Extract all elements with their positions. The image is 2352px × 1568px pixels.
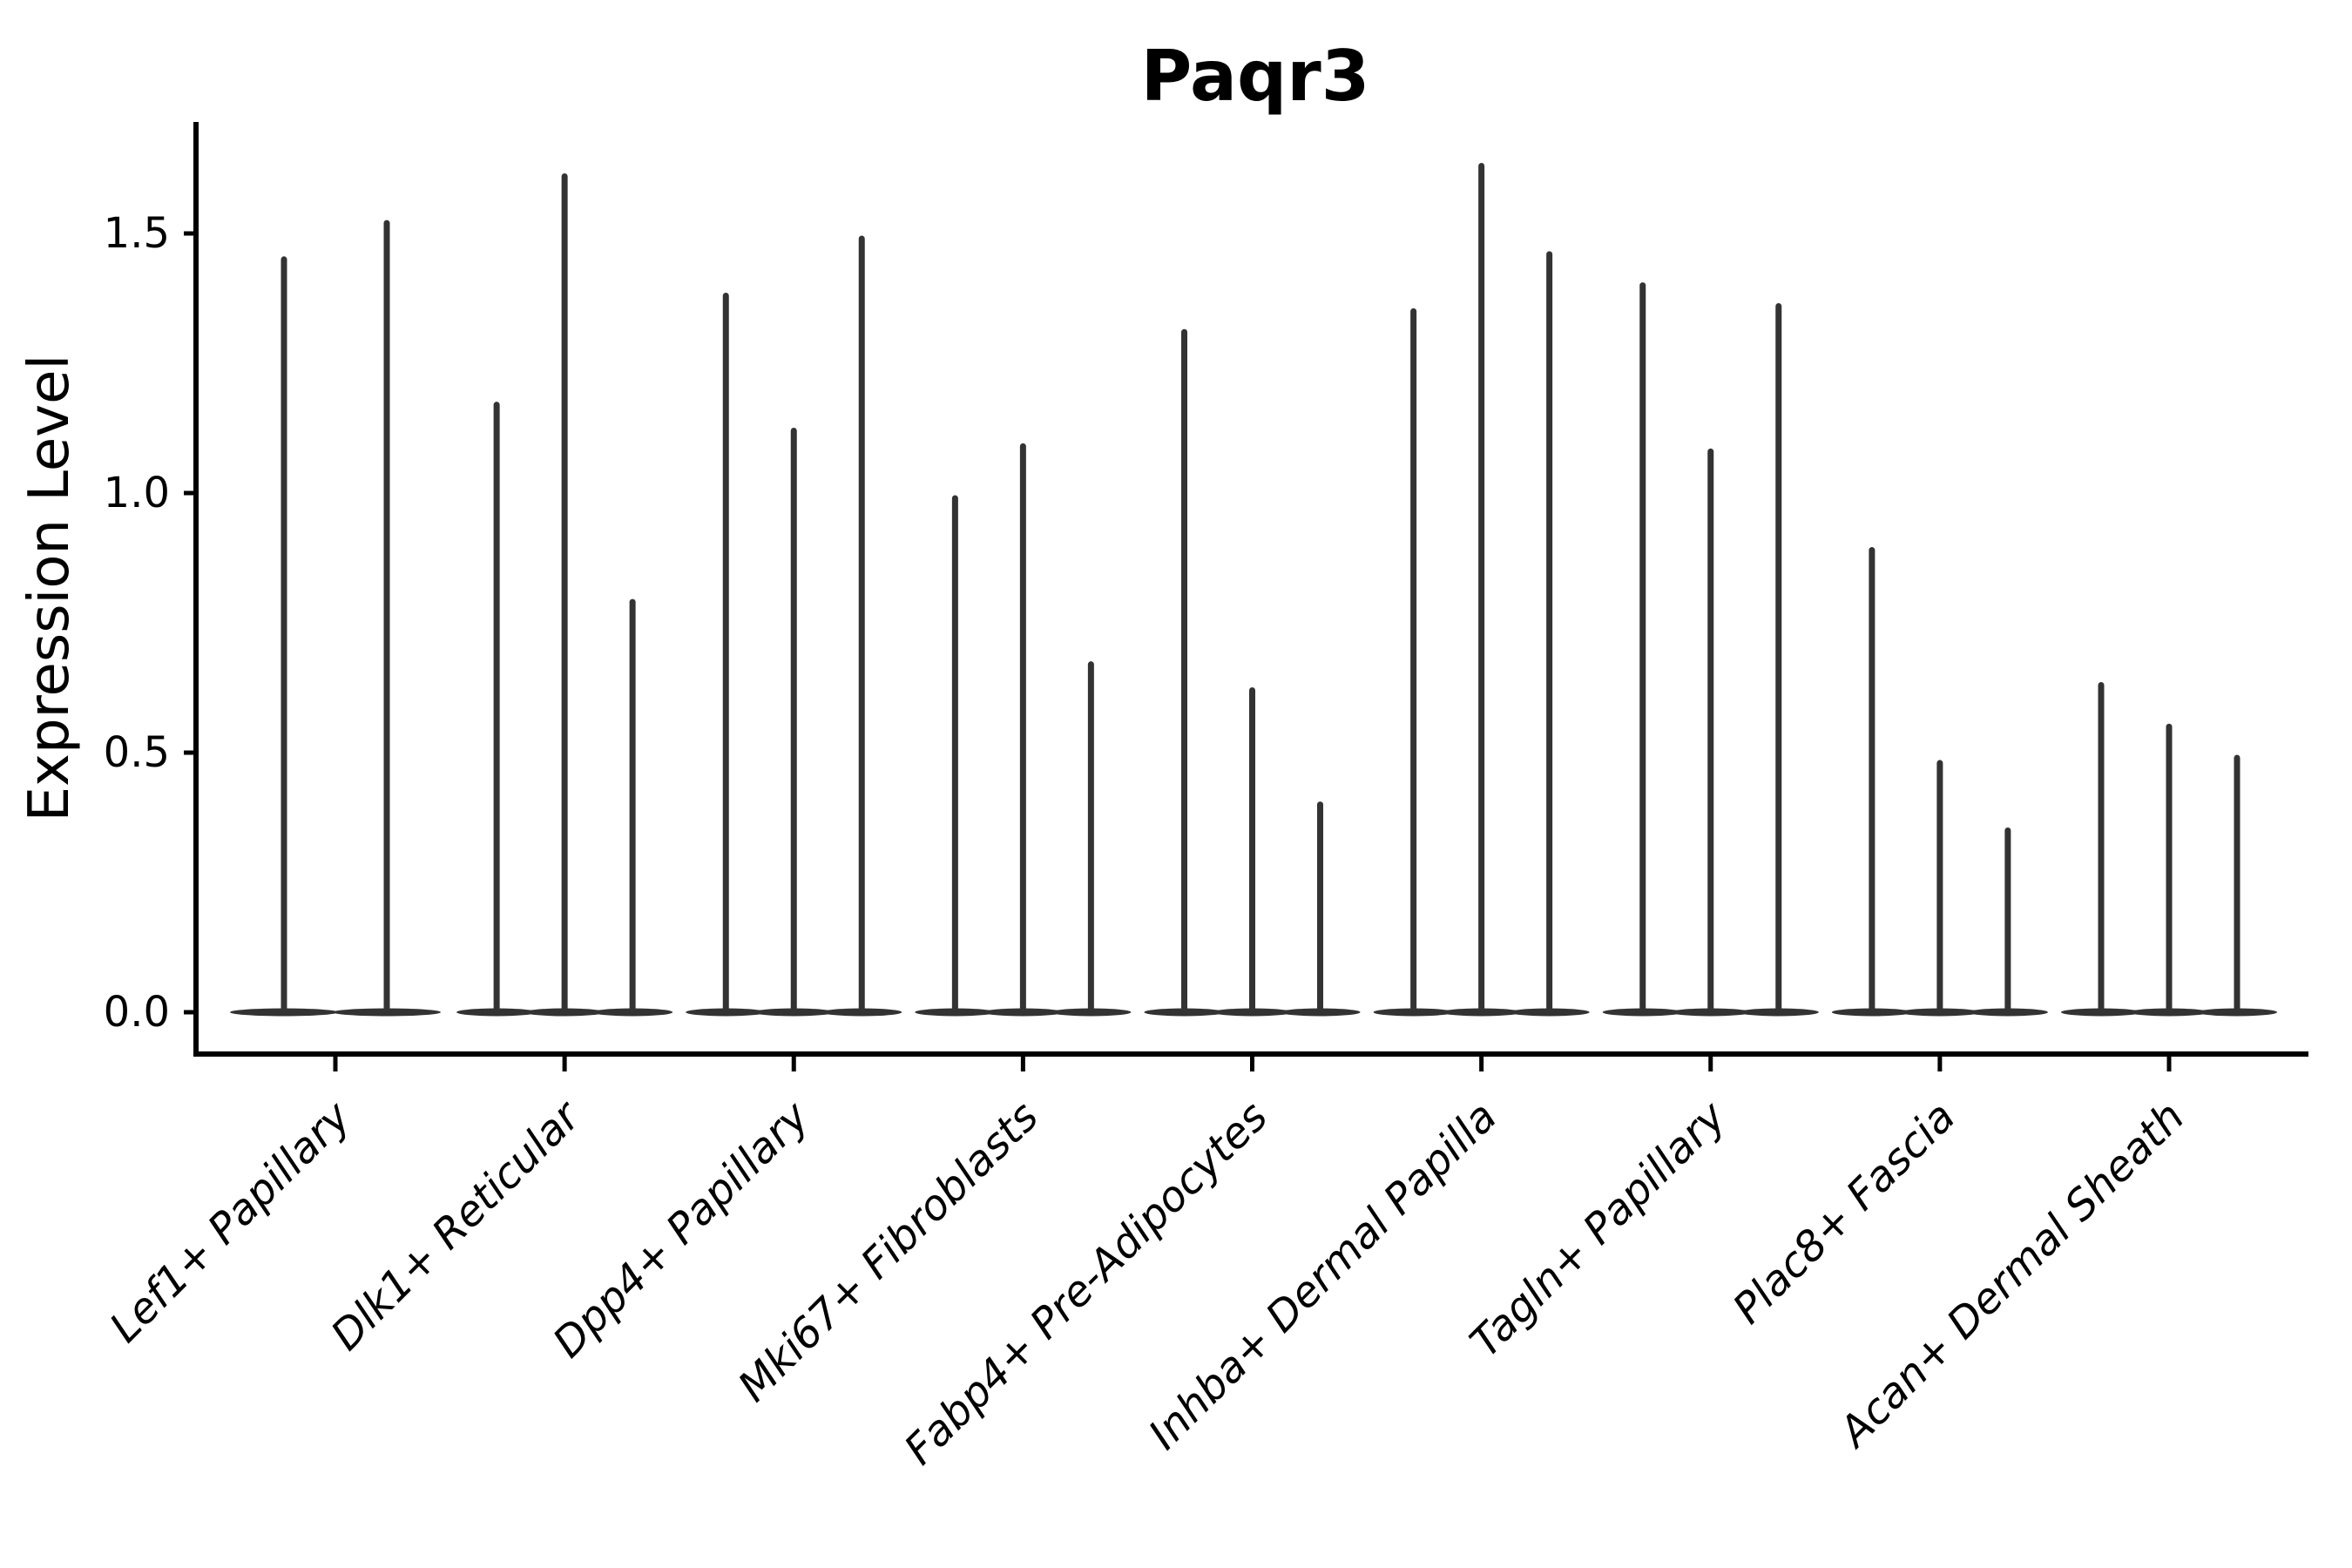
y-tick-label: 0.0 xyxy=(104,988,170,1037)
x-tick-label: Fabp4+ Pre-Adipocytes xyxy=(895,1092,1277,1475)
violin xyxy=(915,495,996,1017)
violin xyxy=(1280,801,1361,1017)
y-tick-label: 0.5 xyxy=(104,728,170,777)
chart-title: Paqr3 xyxy=(1141,36,1370,117)
violins-layer xyxy=(230,163,2277,1017)
violin xyxy=(1899,760,1980,1017)
x-tick-label: Dlk1+ Reticular xyxy=(321,1091,591,1361)
y-axis-label: Expression Level xyxy=(17,355,82,822)
violin xyxy=(1051,661,1132,1017)
violin xyxy=(754,427,835,1017)
violin xyxy=(2129,723,2209,1017)
violin xyxy=(1144,328,1225,1017)
violin xyxy=(686,293,767,1017)
violin xyxy=(983,443,1064,1017)
x-tick-label: Lef1+ Papillary xyxy=(100,1092,361,1352)
violin xyxy=(592,598,673,1017)
violin xyxy=(1212,686,1293,1017)
violin xyxy=(524,172,605,1017)
violin xyxy=(1738,302,1819,1017)
y-tick-label: 1.5 xyxy=(104,209,170,258)
violin xyxy=(1670,448,1751,1017)
violin xyxy=(333,220,441,1017)
violin xyxy=(1967,827,2048,1017)
violin xyxy=(1831,547,1912,1017)
y-tick-label: 1.0 xyxy=(104,469,170,517)
violin xyxy=(2061,682,2141,1017)
y-axis-ticks: 0.0 0.5 1.0 1.5 xyxy=(104,209,196,1037)
violin xyxy=(2197,754,2277,1017)
x-tick-label: Plac8+ Fascia xyxy=(1724,1092,1965,1334)
violin xyxy=(1602,282,1683,1017)
violin xyxy=(821,235,902,1017)
violin xyxy=(230,256,338,1017)
violin xyxy=(1441,163,1522,1017)
violin xyxy=(456,402,537,1017)
violin xyxy=(1509,251,1590,1017)
x-tick-label: Tagln+ Papillary xyxy=(1461,1092,1736,1367)
x-tick-label: Dpp4+ Papillary xyxy=(544,1092,819,1367)
violin xyxy=(1373,308,1454,1017)
